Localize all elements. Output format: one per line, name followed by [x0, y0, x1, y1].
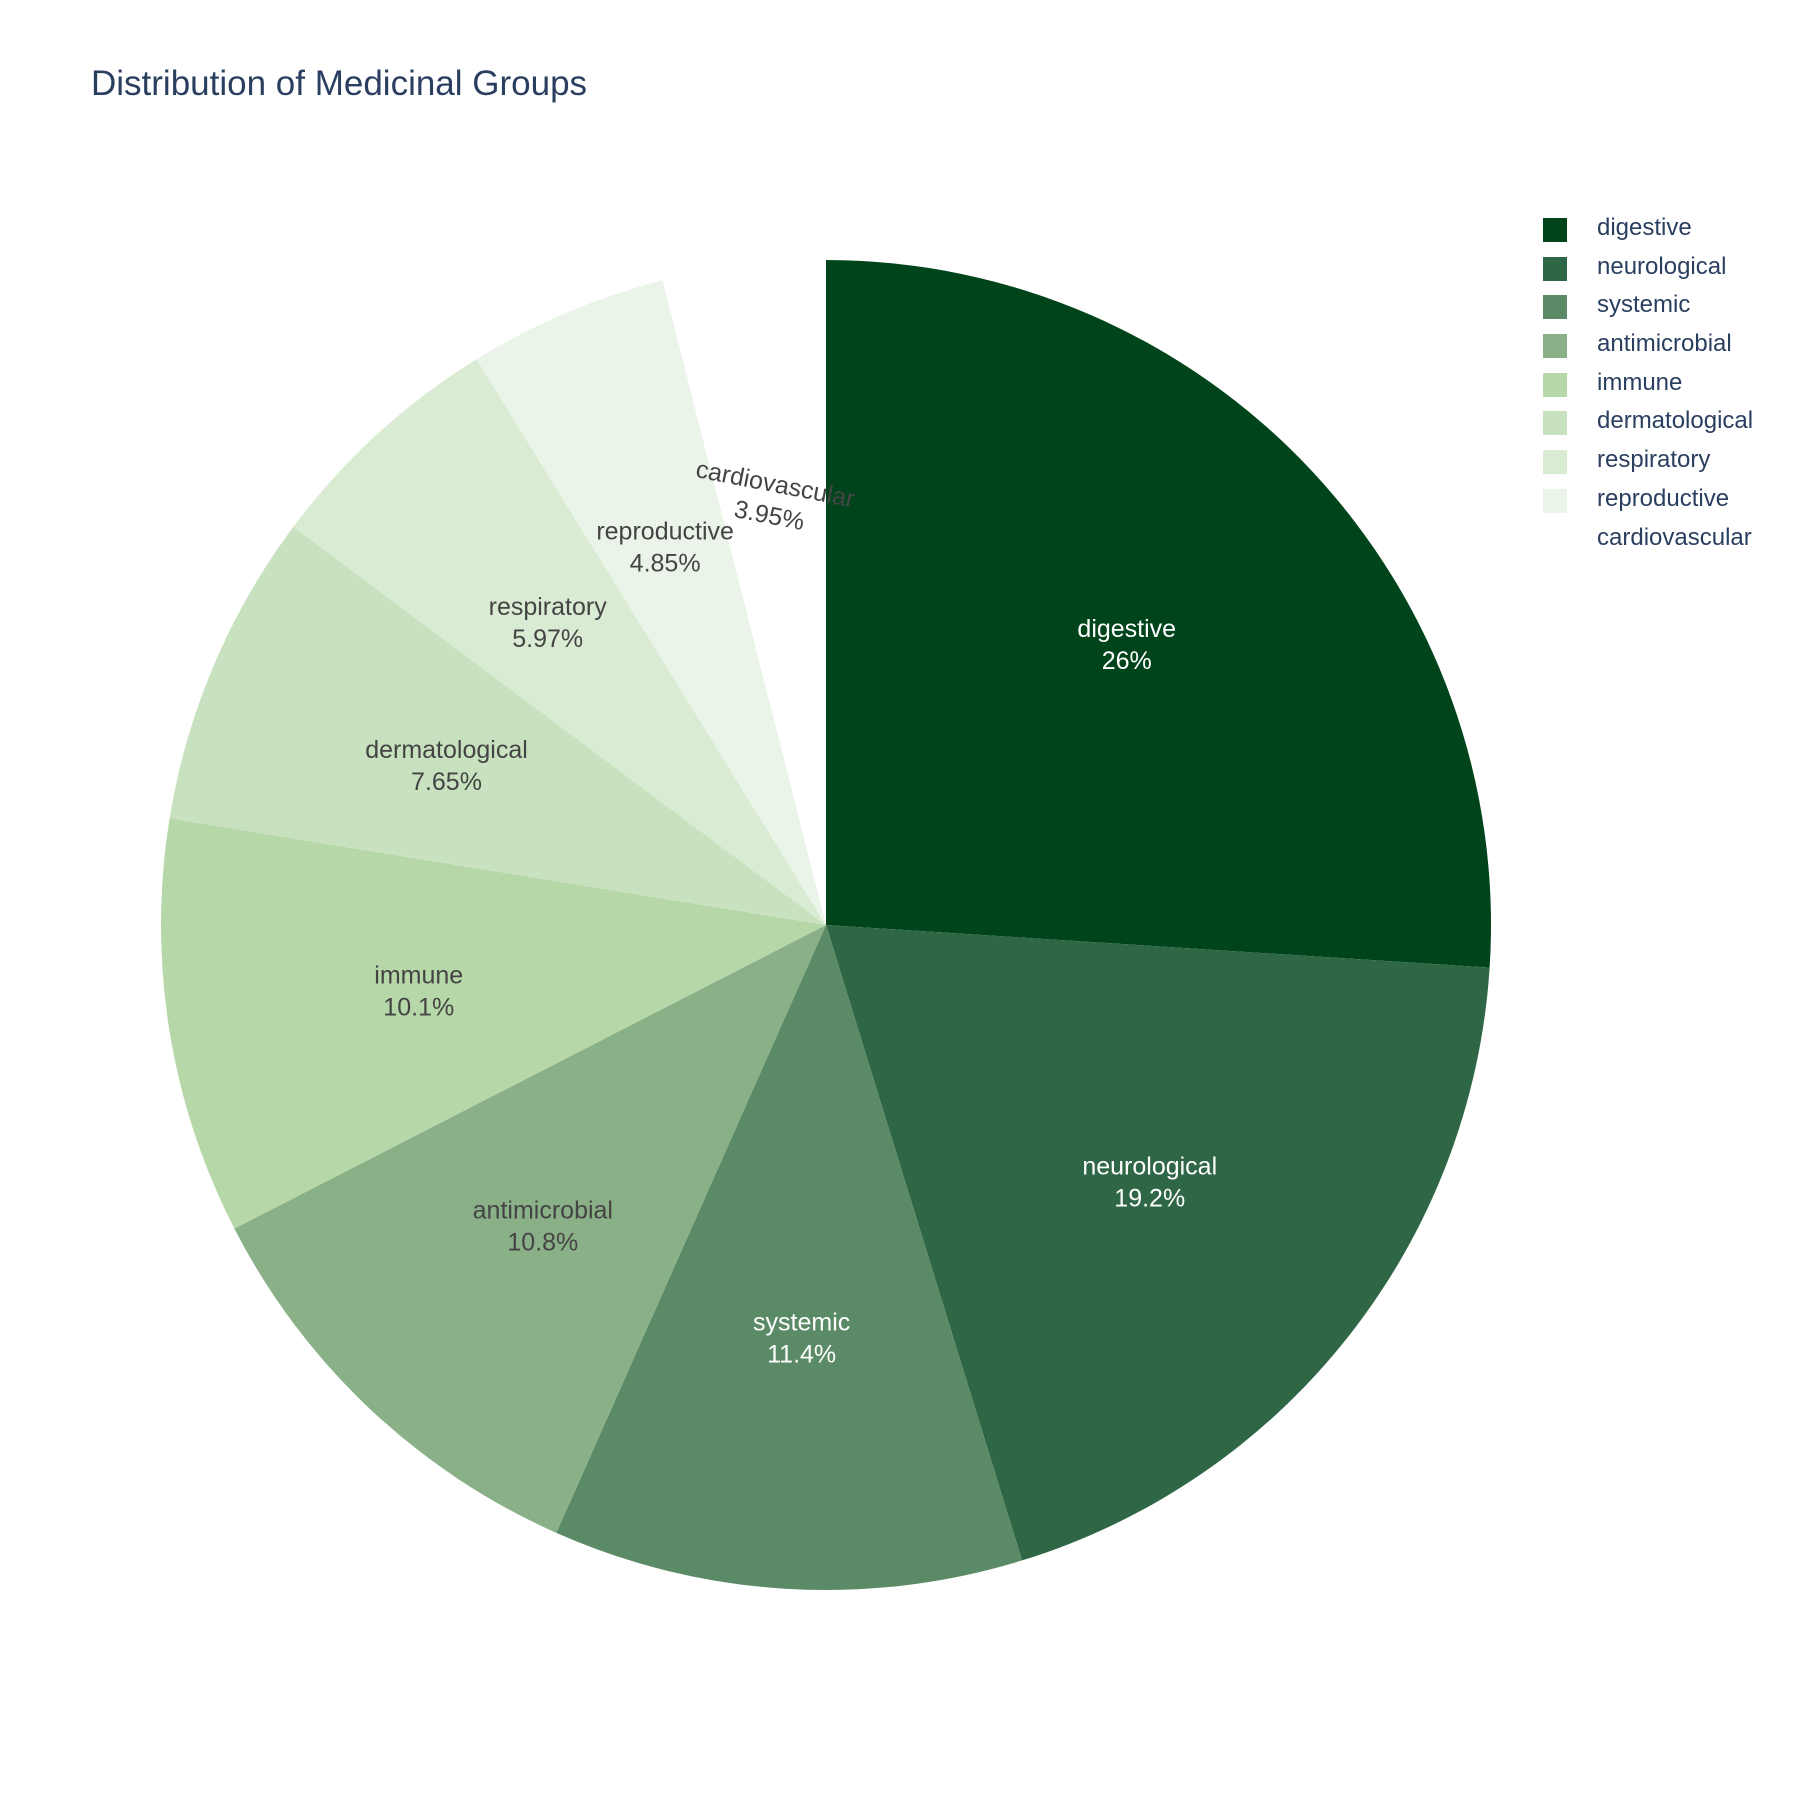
pie-label-percent: 26% [1102, 647, 1152, 675]
pie-slice-dermatological[interactable] [169, 526, 826, 925]
pie-label-percent: 11.4% [767, 1341, 836, 1369]
pie-slice-reproductive[interactable] [476, 280, 826, 925]
pie-label-percent: 10.1% [383, 993, 454, 1021]
pie-label-name: systemic [753, 1309, 850, 1337]
legend-swatch [1543, 372, 1567, 397]
legend-label: neurological [1597, 252, 1727, 280]
pie-label-name: antimicrobial [473, 1197, 613, 1225]
pie-label-percent: 10.8% [507, 1229, 578, 1257]
legend-swatch [1543, 218, 1567, 242]
pie-slice-labels: digestive 26% neurological 19.2% systemic 11.… [365, 455, 1217, 1368]
pie-label-systemic: systemic 11.4% [753, 1309, 850, 1369]
legend-label: dermatological [1597, 407, 1754, 435]
pie-slice-neurological[interactable] [826, 925, 1490, 1561]
legend-label: cardiovascular [1597, 523, 1752, 551]
pie-slice-respiratory[interactable] [293, 359, 826, 926]
pie-slices [160, 242, 1491, 1590]
pie-label-immune: immune 10.1% [374, 961, 463, 1021]
legend-label: reproductive [1597, 484, 1730, 512]
pie-label-name: neurological [1082, 1152, 1217, 1180]
pie-label-name: respiratory [489, 593, 608, 621]
pie-label-percent: 7.65% [411, 768, 482, 796]
legend-swatch [1543, 488, 1567, 513]
legend-swatch [1543, 527, 1567, 552]
pie-label-percent: 19.2% [1114, 1184, 1185, 1212]
chart-title: Distribution of Medicinal Groups [91, 64, 588, 103]
pie-label-antimicrobial: antimicrobial 10.8% [473, 1197, 613, 1257]
pie-label-name: immune [374, 961, 463, 989]
legend-label: systemic [1597, 291, 1691, 319]
legend-label: immune [1597, 368, 1683, 396]
legend-label: antimicrobial [1597, 330, 1732, 358]
pie-label-percent: 4.85% [630, 549, 701, 577]
pie-label-name: digestive [1077, 615, 1176, 643]
pie-slice-systemic[interactable] [556, 925, 1023, 1590]
legend-swatch [1543, 411, 1567, 436]
legend-swatch [1543, 450, 1567, 475]
pie-label-percent: 5.97% [512, 625, 583, 653]
pie-label-neurological: neurological 19.2% [1082, 1152, 1217, 1212]
pie-label-name: dermatological [365, 736, 528, 764]
legend-swatch [1543, 256, 1567, 281]
pie-slice-digestive[interactable] [826, 260, 1491, 968]
legend-label: digestive [1597, 214, 1692, 241]
legend-swatch [1543, 334, 1567, 359]
legend-label: respiratory [1597, 446, 1711, 474]
pie-slice-immune[interactable] [160, 818, 826, 1229]
pie-slice-cardiovascular[interactable] [660, 242, 824, 908]
pie-slice-antimicrobial[interactable] [234, 925, 826, 1533]
pie-label-respiratory: respiratory 5.97% [489, 593, 608, 653]
pie-label-reproductive: reproductive 4.85% [596, 517, 734, 577]
pie-label-dermatological: dermatological 7.65% [365, 736, 528, 796]
legend-swatch [1543, 295, 1567, 320]
pie-label-digestive: digestive 26% [1077, 615, 1176, 675]
pie-label-name: reproductive [596, 517, 734, 545]
